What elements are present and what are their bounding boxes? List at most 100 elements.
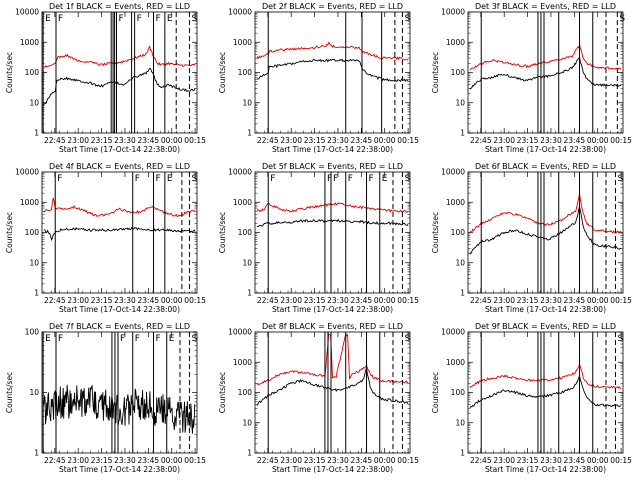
y-axis-label: Counts/sec [5,52,14,93]
x-tick-label: 23:00 [67,296,89,305]
x-tick-label: 23:00 [67,136,89,145]
marker-label: E [167,14,173,24]
series-lld-line [469,194,622,234]
y-axis-label: Counts/sec [218,52,227,93]
marker-label: E [169,334,175,344]
y-axis-label: Counts/sec [218,372,227,413]
y-tick-label: 10000 [15,168,39,177]
series-events-line [43,67,196,105]
marker-label: F [156,174,161,184]
x-tick-label: 00:00 [587,456,609,465]
marker-label: F [135,334,140,344]
plot-frame [41,331,198,454]
series-lld-line [256,201,409,214]
series-events-line [256,218,409,228]
plot-frame [41,171,198,294]
x-tick-label: 23:45 [138,456,160,465]
y-tick-label: 1000 [233,198,252,207]
series-lld-line [469,44,622,71]
marker-label: F [156,14,161,24]
y-tick-label: 10 [29,388,39,397]
series-lld-line [43,45,196,68]
y-tick-label: 1000 [233,38,252,47]
x-tick-label: 23:30 [540,136,562,145]
plot-frame [467,171,624,294]
y-axis-label: Counts/sec [431,212,440,253]
y-tick-label: 1 [247,129,252,138]
y-tick-label: 1 [460,449,465,458]
x-tick-label: 23:15 [517,456,539,465]
series-events-line [43,226,196,242]
y-tick-label: 1 [247,449,252,458]
x-tick-label: 23:30 [540,456,562,465]
y-tick-label: 1000 [446,198,465,207]
x-tick-label: 23:45 [351,136,373,145]
x-tick-label: 23:15 [304,136,326,145]
x-tick-label: 23:00 [280,296,302,305]
x-axis-label: Start Time (17-Oct-14 22:38:00) [272,305,393,314]
series-lld-line [469,363,622,389]
x-tick-label: 23:45 [138,296,160,305]
y-tick-label: 1 [34,129,39,138]
x-axis-label: Start Time (17-Oct-14 22:38:00) [485,145,606,154]
marker-label: S [617,174,623,184]
marker-label: F [156,334,161,344]
series-lld-line [256,41,409,61]
marker-label: E [167,174,173,184]
x-tick-label: 23:30 [114,296,136,305]
x-tick-label: 00:15 [184,296,206,305]
y-axis-label: Counts/sec [5,372,14,413]
y-tick-label: 10 [242,418,252,427]
plot-frame [254,171,411,294]
panel-1: Det 1f BLACK = Events, RED = LLD 1 10 100 10… [5,2,206,154]
y-tick-label: 100 [238,228,253,237]
y-tick-label: 1 [460,129,465,138]
panel-title: Det 9f BLACK = Events, RED = LLD [475,322,616,331]
marker-label: F [369,174,374,184]
y-axis-label: Counts/sec [5,212,14,253]
series-events-line [256,366,409,406]
x-tick-label: 00:00 [161,296,183,305]
y-tick-label: 1 [460,289,465,298]
series-events-line [469,205,622,255]
marker-label: F [270,174,275,184]
y-tick-label: 1 [247,289,252,298]
y-tick-label: 10000 [15,8,39,17]
marker-label: F [58,334,63,344]
x-axis-label: Start Time (17-Oct-14 22:38:00) [272,465,393,474]
panel-9: Det 9f BLACK = Events, RED = LLD 1 10 100 10… [431,322,632,474]
x-tick-label: 23:30 [114,456,136,465]
x-tick-label: 23:15 [91,456,113,465]
x-tick-label: 22:45 [257,296,279,305]
x-tick-label: 23:30 [327,136,349,145]
x-tick-label: 23:45 [564,296,586,305]
x-axis-label: Start Time (17-Oct-14 22:38:00) [485,305,606,314]
x-tick-label: 00:15 [184,136,206,145]
x-tick-label: 22:45 [44,456,66,465]
x-axis-label: Start Time (17-Oct-14 22:38:00) [485,465,606,474]
x-tick-label: 23:30 [327,296,349,305]
marker-label: S [404,334,410,344]
y-tick-label: 10000 [228,168,252,177]
y-tick-label: 1 [34,289,39,298]
x-tick-label: 23:45 [351,456,373,465]
y-tick-label: 100 [25,68,40,77]
y-tick-label: 10000 [228,328,252,337]
series-events-line [469,56,622,90]
marker-label: S [404,174,410,184]
y-tick-label: 10 [455,258,465,267]
y-tick-label: 10 [242,98,252,107]
y-tick-label: 100 [451,68,466,77]
y-tick-label: 10000 [441,8,465,17]
marker-label: E [45,334,51,344]
y-tick-label: 100 [25,228,40,237]
y-tick-label: 10 [29,98,39,107]
panel-title: Det 7f BLACK = Events, RED = LLD [49,322,190,331]
y-tick-label: 1000 [20,198,39,207]
x-tick-label: 00:00 [587,136,609,145]
x-tick-label: 00:15 [397,456,419,465]
marker-label: S [191,14,197,24]
x-tick-label: 23:00 [493,136,515,145]
x-tick-label: 00:00 [587,296,609,305]
x-axis-label: Start Time (17-Oct-14 22:38:00) [59,305,180,314]
